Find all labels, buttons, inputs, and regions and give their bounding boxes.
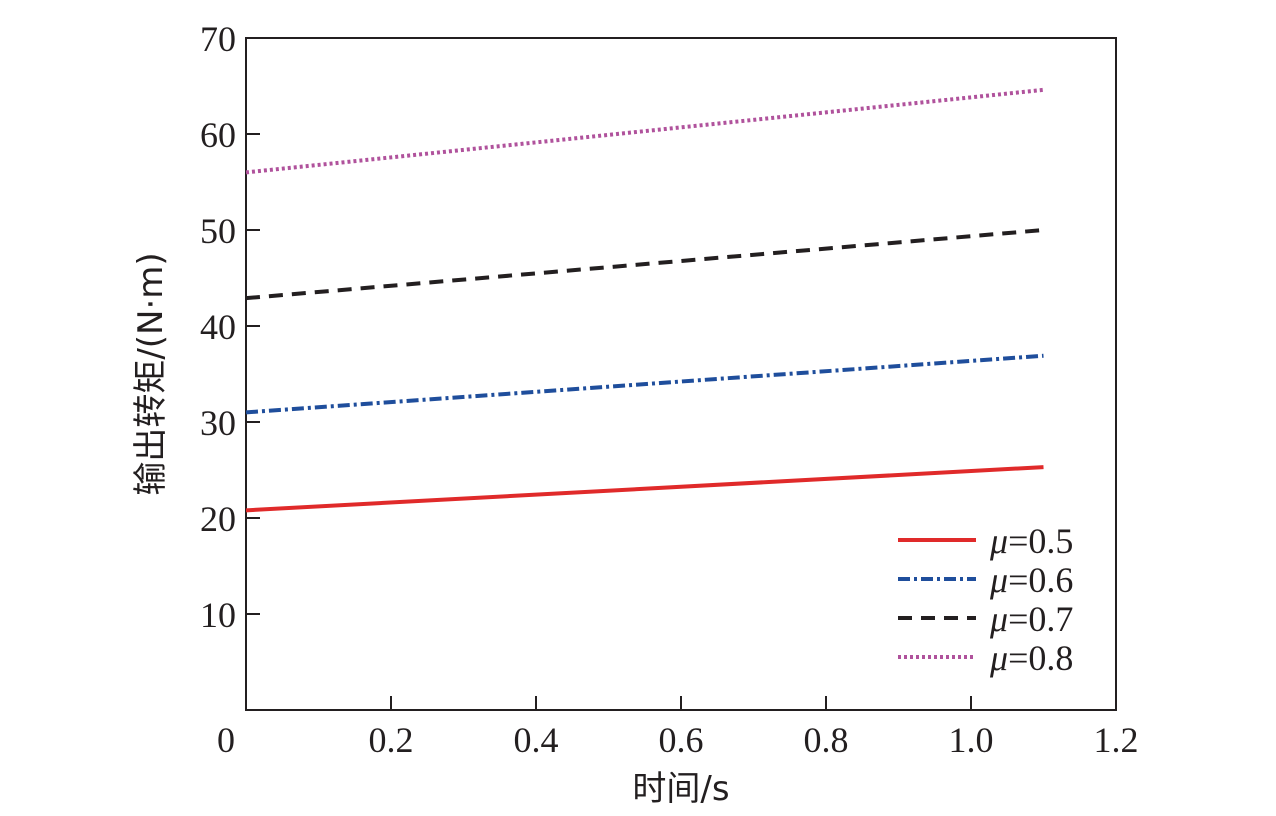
x-tick-label: 0.4 — [514, 720, 559, 760]
y-tick-label: 10 — [200, 595, 236, 635]
legend-label-2: μ=0.6 — [989, 560, 1073, 600]
y-tick-label: 20 — [200, 499, 236, 539]
y-tick-label: 40 — [200, 307, 236, 347]
legend-symbol: μ — [989, 560, 1008, 600]
legend-symbol: μ — [989, 599, 1008, 639]
legend-value: =0.8 — [1008, 638, 1073, 678]
y-axis-title: 输出转矩/(N·m) — [131, 252, 171, 495]
x-tick-label: 0.6 — [659, 720, 704, 760]
x-tick-label: 1.2 — [1094, 720, 1139, 760]
series-line-4 — [245, 87, 1044, 175]
legend-symbol: μ — [989, 521, 1008, 561]
x-tick-label: 0.8 — [804, 720, 849, 760]
legend-value: =0.5 — [1008, 521, 1073, 561]
legend-value: =0.6 — [1008, 560, 1073, 600]
series-lines — [245, 87, 1044, 513]
x-tick-label: 1.0 — [949, 720, 994, 760]
x-axis-title: 时间/s — [632, 769, 729, 809]
legend-symbol: μ — [989, 638, 1008, 678]
legend-label-4: μ=0.8 — [989, 638, 1073, 678]
series-line-3 — [245, 228, 1044, 301]
y-tick-label: 50 — [200, 211, 236, 251]
legend: μ=0.5μ=0.6μ=0.7μ=0.8 — [898, 521, 1073, 678]
y-tick-label: 30 — [200, 403, 236, 443]
plot-frame — [245, 37, 1117, 711]
legend-label-3: μ=0.7 — [989, 599, 1073, 639]
y-tick-label: 70 — [200, 19, 236, 59]
x-tick-label: 0.2 — [369, 720, 414, 760]
series-line-2 — [245, 353, 1044, 415]
legend-label-1: μ=0.5 — [989, 521, 1073, 561]
y-tick-label: 60 — [200, 115, 236, 155]
x-axis-ticks: 0 0.2 0.4 0.6 0.8 1.0 1.2 — [217, 696, 1139, 760]
legend-value: =0.7 — [1008, 599, 1073, 639]
series-line-1 — [245, 465, 1044, 513]
x-tick-label: 0 — [217, 720, 235, 760]
y-axis-ticks: 10 20 30 40 50 60 70 — [200, 19, 260, 635]
